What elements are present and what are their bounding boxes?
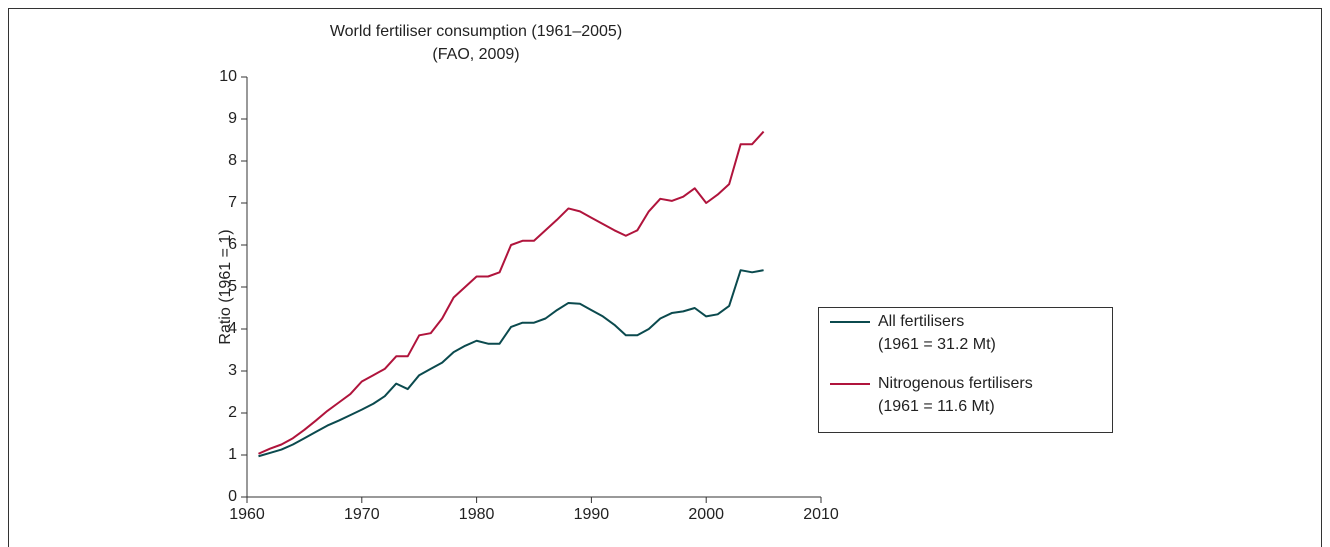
y-axis-label: Ratio (1961 = 1) (217, 229, 234, 344)
y-tick-label: 1 (228, 446, 237, 463)
x-tick-label: 1990 (574, 506, 610, 523)
y-tick-label: 8 (228, 152, 237, 169)
chart-title: World fertiliser consumption (1961–2005) (330, 23, 622, 40)
y-tick-label: 7 (228, 194, 237, 211)
x-tick-label: 1970 (344, 506, 380, 523)
x-tick-label: 2010 (803, 506, 839, 523)
series-line (258, 269, 764, 458)
y-tick-label: 0 (228, 488, 237, 505)
y-tick-label: 2 (228, 404, 237, 421)
chart-subtitle: (FAO, 2009) (432, 46, 519, 63)
legend-note: (1961 = 11.6 Mt) (878, 398, 995, 415)
y-tick-label: 9 (228, 110, 237, 127)
series-line (258, 130, 765, 455)
legend-label: Nitrogenous fertilisers (878, 375, 1033, 392)
y-tick-label: 3 (228, 362, 237, 379)
legend-box (818, 307, 1113, 433)
x-tick-label: 2000 (688, 506, 724, 523)
x-tick-label: 1960 (229, 506, 265, 523)
frame (8, 8, 1322, 547)
y-tick-label: 4 (228, 320, 237, 337)
y-tick-label: 10 (219, 68, 237, 85)
y-tick-label: 5 (228, 278, 237, 295)
x-tick-label: 1980 (459, 506, 495, 523)
legend-label: All fertilisers (878, 313, 964, 330)
y-tick-label: 6 (228, 236, 237, 253)
legend-note: (1961 = 31.2 Mt) (878, 336, 996, 353)
